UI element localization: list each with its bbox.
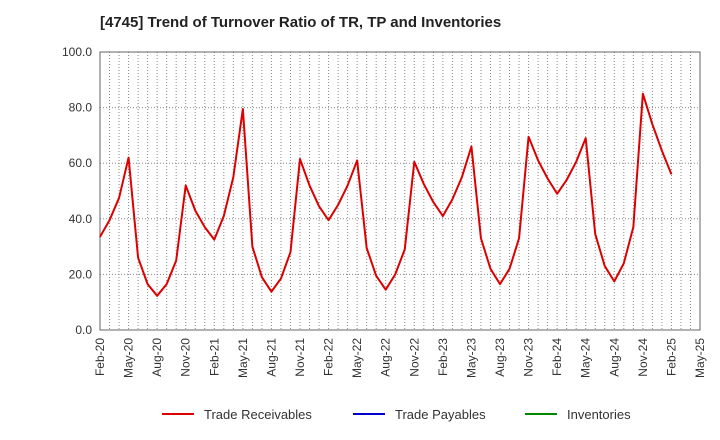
- y-tick-label: 60.0: [69, 156, 93, 170]
- y-tick-label: 40.0: [69, 212, 93, 226]
- x-tick-label: Nov-23: [522, 338, 536, 377]
- x-tick-label: Feb-21: [207, 338, 221, 376]
- series-line: [99, 92, 673, 297]
- legend-label: Trade Receivables: [204, 407, 312, 422]
- plot-frame: [99, 51, 701, 331]
- x-tick-label: Nov-21: [293, 338, 307, 377]
- x-tick-label: Feb-23: [436, 338, 450, 376]
- x-tick-label: Nov-22: [407, 338, 421, 377]
- y-tick-label: 100.0: [62, 45, 92, 59]
- series-layer: [99, 92, 673, 297]
- x-tick-label: May-24: [579, 338, 593, 378]
- grid-layer: [100, 52, 700, 330]
- x-tick-label: Feb-24: [550, 338, 564, 376]
- y-tick-label: 80.0: [69, 101, 93, 115]
- x-tick-label: Aug-22: [379, 338, 393, 377]
- chart-title: [4745] Trend of Turnover Ratio of TR, TP…: [100, 14, 502, 31]
- x-tick-label: May-25: [693, 338, 707, 378]
- legend-label: Trade Payables: [395, 407, 486, 422]
- x-tick-label: May-22: [350, 338, 364, 378]
- x-tick-label: Feb-20: [93, 338, 107, 376]
- y-tick-label: 0.0: [75, 323, 92, 337]
- x-tick-label: Aug-21: [264, 338, 278, 377]
- x-tick-label: Feb-25: [664, 338, 678, 376]
- y-tick-label: 20.0: [69, 267, 93, 281]
- axis-layer: 0.0 20.0 40.0 60.0 80.0 100.0 Feb-20 May-20 Aug-…: [62, 45, 707, 378]
- x-tick-label: Nov-20: [179, 338, 193, 377]
- x-tick-label: Aug-24: [607, 338, 621, 377]
- x-tick-label: May-21: [236, 338, 250, 378]
- x-tick-label: Aug-20: [150, 338, 164, 377]
- legend-label: Inventories: [567, 407, 631, 422]
- legend: Trade Receivables Trade Payables Inventori…: [162, 407, 631, 422]
- x-tick-label: Nov-24: [636, 338, 650, 377]
- x-tick-label: May-23: [464, 338, 478, 378]
- x-tick-label: Aug-23: [493, 338, 507, 377]
- x-tick-label: Feb-22: [322, 338, 336, 376]
- x-tick-label: May-20: [122, 338, 136, 378]
